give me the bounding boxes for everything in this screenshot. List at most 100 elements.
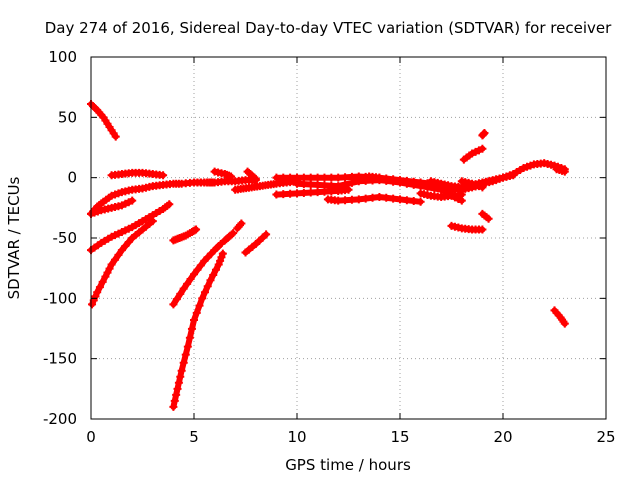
- data-point-marker: [198, 294, 207, 303]
- series-arc-05: [88, 217, 157, 309]
- data-point-marker: [389, 177, 398, 186]
- data-point-marker: [183, 342, 192, 351]
- x-tick-label: 5: [189, 428, 199, 446]
- x-tick-labels: 0 5 10 15 20 25: [86, 428, 615, 446]
- data-point-marker: [478, 225, 487, 234]
- data-point-marker: [174, 378, 183, 387]
- data-point-marker: [176, 372, 185, 381]
- data-point-marker: [186, 275, 195, 284]
- data-point-marker: [172, 390, 181, 399]
- data-point-marker: [286, 173, 295, 182]
- data-point-marker: [293, 179, 301, 188]
- data-point-marker: [313, 180, 322, 189]
- series-arc-16: [241, 230, 271, 257]
- data-point-marker: [172, 295, 181, 304]
- series-arc-31: [478, 171, 518, 188]
- data-point-marker: [237, 219, 246, 228]
- data-point-marker: [389, 194, 398, 203]
- y-tick-label: -150: [43, 350, 77, 368]
- data-point-marker: [103, 268, 112, 277]
- data-point-marker: [509, 171, 518, 180]
- data-point-marker: [227, 172, 236, 181]
- data-point-marker: [165, 200, 174, 209]
- series-arc-30: [478, 209, 493, 223]
- data-point-marker: [320, 181, 329, 190]
- data-point-marker: [409, 196, 418, 205]
- series-arc-08: [169, 240, 225, 309]
- data-point-marker: [236, 221, 245, 230]
- data-point-marker: [480, 129, 489, 138]
- data-point-marker: [334, 182, 343, 191]
- chart-title: Day 274 of 2016, Sidereal Day-to-day VTE…: [45, 19, 612, 37]
- data-point-marker: [179, 284, 188, 293]
- series-arc-29: [478, 129, 489, 140]
- y-axis-label: SDTVAR / TECUs: [5, 176, 23, 299]
- data-point-marker: [354, 195, 363, 204]
- data-point-marker: [299, 188, 308, 197]
- series-arc-33: [552, 165, 569, 176]
- data-point-marker: [396, 178, 404, 187]
- data-point-marker: [262, 230, 271, 239]
- series-line: [89, 218, 156, 308]
- data-point-marker: [218, 249, 227, 258]
- data-point-marker: [190, 270, 198, 279]
- data-point-marker: [170, 396, 179, 405]
- data-point-marker: [101, 272, 110, 281]
- data-point-marker: [114, 250, 123, 259]
- data-point-marker: [105, 264, 114, 273]
- data-point-marker: [306, 188, 315, 197]
- series-arc-15: [233, 219, 246, 233]
- data-point-marker: [382, 193, 391, 202]
- data-point-marker: [347, 178, 356, 187]
- data-point-marker: [272, 190, 281, 199]
- data-point-marker: [347, 195, 356, 204]
- y-tick-label: 50: [58, 108, 77, 126]
- series-arc-20: [323, 192, 425, 206]
- data-point-marker: [484, 214, 493, 223]
- data-point-marker: [98, 277, 107, 286]
- series-arc-04: [87, 200, 174, 255]
- series-arc-26: [437, 185, 466, 205]
- data-point-marker: [334, 196, 343, 205]
- data-point-marker: [227, 230, 236, 239]
- x-tick-label: 0: [86, 428, 96, 446]
- grid: [91, 57, 606, 419]
- data-point-marker: [341, 173, 350, 182]
- y-tick-label: -200: [43, 410, 77, 428]
- series-arc-01: [87, 100, 120, 141]
- series-line: [170, 250, 226, 410]
- series-arc-09: [169, 249, 227, 411]
- data-point-marker: [111, 255, 120, 264]
- data-point-marker: [313, 173, 322, 182]
- series-arc-03: [87, 196, 137, 218]
- y-tick-label: 0: [67, 169, 77, 187]
- data-point-marker: [195, 301, 204, 310]
- series-arc-32: [550, 306, 569, 328]
- data-point-marker: [128, 196, 137, 205]
- data-point-marker: [88, 300, 97, 309]
- data-point-marker: [177, 366, 186, 375]
- data-point-marker: [320, 173, 329, 182]
- series-arc-25: [447, 221, 487, 234]
- data-point-marker: [181, 350, 190, 359]
- data-point-marker: [341, 180, 350, 189]
- data-point-marker: [193, 265, 202, 274]
- series-arc-07: [169, 225, 201, 245]
- data-point-marker: [299, 180, 308, 189]
- data-point-marker: [423, 183, 432, 192]
- x-tick-label: 20: [493, 428, 512, 446]
- series-arc-14: [220, 229, 238, 245]
- data-point-marker: [169, 402, 178, 411]
- data-point-marker: [375, 192, 384, 201]
- data-point-marker: [416, 197, 425, 206]
- y-tick-label: -100: [43, 289, 77, 307]
- data-point-marker: [402, 179, 411, 188]
- data-point-marker: [93, 288, 102, 297]
- data-point-marker: [159, 171, 168, 180]
- data-point-marker: [200, 288, 209, 297]
- data-point-marker: [344, 185, 353, 194]
- series-arc-12: [231, 177, 301, 194]
- data-point-marker: [107, 260, 116, 269]
- data-point-marker: [206, 276, 215, 285]
